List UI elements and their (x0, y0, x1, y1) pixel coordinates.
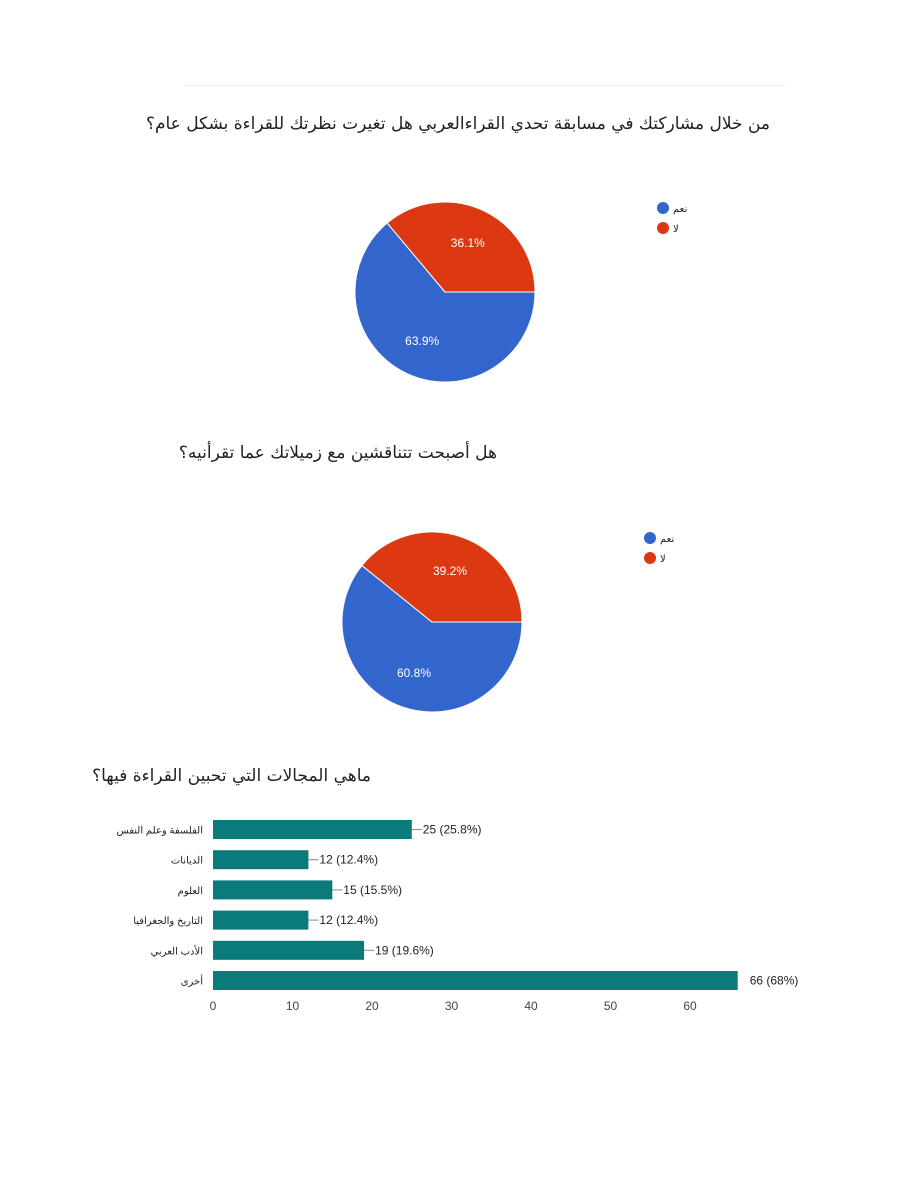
bar-value-label-4: 19 (19.6%) (375, 943, 434, 957)
pie1-legend-marker-0 (657, 202, 669, 214)
bar-value-label-3: 12 (12.4%) (319, 913, 378, 927)
pie2-legend-label-1: لا (660, 554, 666, 565)
top-divider (185, 85, 785, 86)
pie1-legend-label-1: لا (673, 224, 679, 235)
bar-value-label-2: 15 (15.5%) (343, 883, 402, 897)
bar-category-label-2: العلوم (178, 886, 203, 897)
bar-1 (213, 850, 309, 870)
pie2-slice-0 (341, 564, 523, 713)
pie1-slice-0 (354, 222, 536, 383)
x-tick-label-5: 50 (604, 999, 618, 1013)
x-tick-label-6: 60 (683, 999, 697, 1013)
pie1-legend-label-0: نعم (673, 204, 687, 215)
pie2-slice-label-0: 60.8% (397, 666, 431, 680)
bar-category-label-5: أخرى (181, 975, 204, 988)
bar-value-label-1: 12 (12.4%) (319, 853, 378, 867)
chart-title-3: ماهي المجالات التي تحبين القراءة فيها؟ (92, 766, 371, 786)
chart-title-1: من خلال مشاركتك في مسابقة تحدي القراءالع… (145, 114, 770, 134)
x-tick-label-4: 40 (524, 999, 538, 1013)
pie1-slice-1 (386, 201, 536, 293)
x-tick-label-0: 0 (210, 999, 217, 1013)
bar-5 (213, 971, 738, 990)
pie2-legend-label-0: نعم (660, 534, 674, 545)
pie2-slice-label-1: 39.2% (433, 564, 467, 578)
bar-category-label-1: الديانات (171, 856, 203, 867)
bar-2 (213, 880, 333, 900)
chart-title-2: هل أصبحت تتناقشين مع زميلاتك عما تقرأنيه… (178, 443, 497, 463)
bar-4 (213, 940, 365, 960)
bar-3 (213, 910, 309, 930)
x-tick-label-1: 10 (286, 999, 300, 1013)
x-tick-label-2: 20 (365, 999, 379, 1013)
pie2-legend-marker-0 (644, 532, 656, 544)
pie1-slice-label-0: 63.9% (405, 334, 439, 348)
bar-value-label-0: 25 (25.8%) (423, 823, 482, 837)
pie1-legend-marker-1 (657, 222, 669, 234)
pie2-legend-marker-1 (644, 552, 656, 564)
x-tick-label-3: 30 (445, 999, 459, 1013)
bar-category-label-0: الفلسفة وعلم النفس (116, 826, 203, 837)
bar-category-label-3: التاريخ والجغرافيا (133, 916, 203, 927)
bar-0 (213, 820, 412, 839)
pie1-slice-label-1: 36.1% (451, 236, 485, 250)
pie2-slice-1 (361, 531, 523, 623)
bar-category-label-4: الأدب العربي (151, 945, 203, 957)
bar-value-label-5: 66 (68%) (750, 974, 799, 988)
